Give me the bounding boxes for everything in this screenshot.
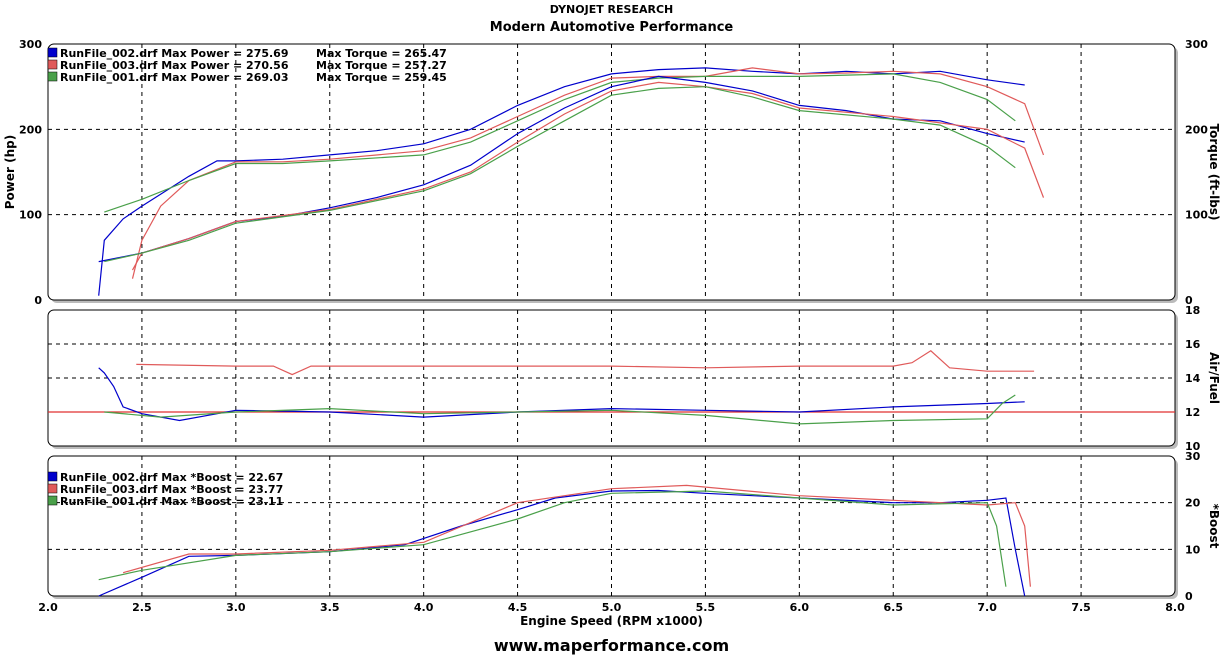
y2-axis-label: Air/Fuel [1207, 352, 1221, 404]
x-tick-label: 5.0 [602, 601, 622, 614]
legend-swatch [47, 471, 58, 482]
series-line-run_002 [98, 367, 1025, 422]
x-tick-label: 4.0 [414, 601, 434, 614]
y-axis-label: Power (hp) [3, 135, 17, 209]
y2-tick-label: 30 [1185, 450, 1201, 463]
x-tick-label: 4.5 [508, 601, 528, 614]
y2-tick-label: 0 [1185, 590, 1193, 603]
x-tick-label: 5.5 [696, 601, 716, 614]
series-line-run_002 [98, 67, 1025, 296]
x-tick-label: 8.0 [1165, 601, 1185, 614]
legend-entry-torque: Max Torque = 259.45 [316, 71, 447, 84]
x-tick-label: 2.5 [132, 601, 152, 614]
legend-swatch [47, 47, 58, 58]
x-tick-label: 3.5 [320, 601, 340, 614]
y2-tick-label: 300 [1185, 38, 1208, 51]
x-tick-label: 6.5 [884, 601, 904, 614]
legend-entry: RunFile_002.drf Max *Boost = 22.67 [60, 471, 283, 484]
x-tick-label: 2.0 [38, 601, 58, 614]
y2-tick-label: 10 [1185, 440, 1201, 453]
y2-tick-label: 14 [1185, 372, 1201, 385]
series-line-run_001 [98, 490, 1007, 587]
legend-entry: RunFile_003.drf Max Power = 270.56 [60, 59, 289, 72]
legend-entry: RunFile_001.drf Max *Boost = 23.11 [60, 495, 283, 508]
series-line-run_003 [131, 67, 1045, 279]
x-tick-label: 3.0 [226, 601, 246, 614]
y2-tick-label: 20 [1185, 497, 1201, 510]
y2-axis-label: Torque (ft-lbs) [1207, 124, 1221, 221]
legend-entry: RunFile_003.drf Max *Boost = 23.77 [60, 483, 283, 496]
series-line-run_001 [104, 73, 1016, 213]
y2-tick-label: 0 [1185, 294, 1193, 307]
y2-tick-label: 100 [1185, 209, 1208, 222]
footer-url[interactable]: www.maperformance.com [493, 636, 730, 655]
y2-tick-label: 10 [1185, 543, 1201, 556]
y2-axis-label: *Boost [1207, 504, 1221, 549]
series-line-run_003 [131, 81, 1045, 271]
x-axis-label: Engine Speed (RPM x1000) [520, 614, 703, 628]
y-tick-label: 0 [34, 294, 42, 307]
series-line-run_003 [122, 484, 1031, 587]
report-source: DYNOJET RESEARCH [549, 3, 674, 16]
legend-swatch [47, 71, 58, 82]
legend-entry: RunFile_002.drf Max Power = 275.69 [60, 47, 289, 60]
series-line-run_003 [136, 350, 1035, 376]
report-title: Modern Automotive Performance [489, 20, 734, 35]
legend-entry-torque: Max Torque = 257.27 [316, 59, 447, 72]
y2-tick-label: 12 [1185, 406, 1200, 419]
x-tick-label: 7.0 [977, 601, 997, 614]
legend-swatch [47, 495, 58, 506]
legend-swatch [47, 59, 58, 70]
x-tick-label: 7.5 [1071, 601, 1091, 614]
legend-entry: RunFile_001.drf Max Power = 269.03 [60, 71, 289, 84]
x-tick-label: 6.0 [790, 601, 810, 614]
y-tick-label: 300 [19, 38, 42, 51]
y2-tick-label: 18 [1185, 304, 1200, 317]
y2-tick-label: 200 [1185, 123, 1208, 136]
y-tick-label: 100 [19, 209, 42, 222]
series-line-run_001 [104, 86, 1016, 263]
series-line-run_001 [104, 394, 1016, 425]
legend-swatch [47, 483, 58, 494]
legend-entry-torque: Max Torque = 265.47 [316, 47, 447, 60]
y2-tick-label: 16 [1185, 338, 1201, 351]
y-tick-label: 200 [19, 123, 42, 136]
